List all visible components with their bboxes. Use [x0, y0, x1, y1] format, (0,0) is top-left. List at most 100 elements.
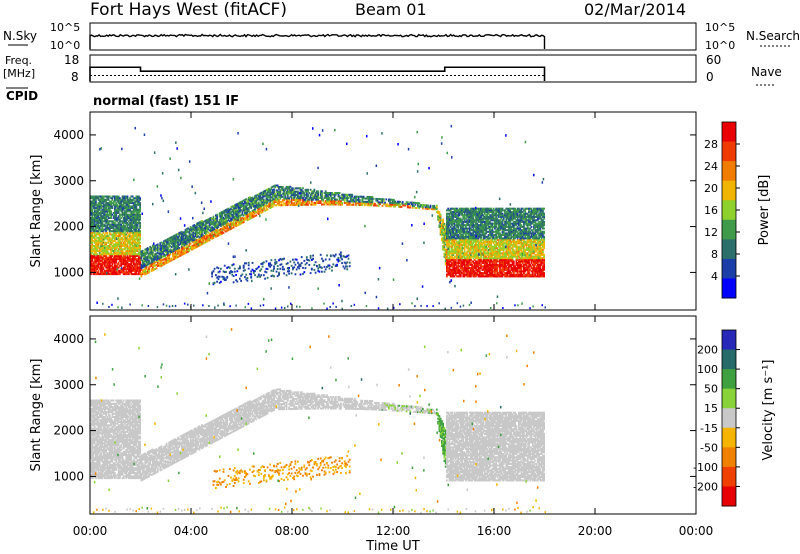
power-cell: [454, 247, 457, 250]
power-cell: [462, 220, 465, 223]
power-cell: [95, 215, 97, 218]
power-cell: [120, 200, 123, 203]
power-cell: [125, 261, 128, 264]
power-cell: [260, 191, 263, 194]
power-cell: [242, 209, 245, 212]
power-cell: [212, 219, 215, 221]
power-cell: [281, 192, 284, 195]
power-cell: [193, 243, 196, 246]
power-cell: [151, 261, 154, 264]
power-cell: [444, 256, 447, 259]
power-cell: [165, 243, 168, 246]
power-cell: [305, 197, 308, 200]
power-cell: [456, 222, 458, 225]
power-cell: [164, 244, 167, 247]
power-cell: [124, 248, 126, 251]
power-cell: [158, 262, 160, 265]
power-cell: [331, 196, 333, 199]
power-cell: [114, 210, 116, 213]
power-cell: [462, 224, 465, 227]
power-cell: [459, 250, 462, 253]
power-cell: [231, 213, 234, 216]
power-cell: [120, 261, 123, 264]
power-cell: [231, 217, 234, 220]
power-cell: [91, 231, 94, 234]
power-cell: [95, 268, 97, 271]
power-cell: [194, 244, 197, 247]
power-cell: [139, 264, 141, 267]
power-cell: [240, 220, 242, 223]
power-cell: [443, 241, 446, 243]
power-cell: [459, 260, 462, 263]
power-cell: [138, 210, 140, 213]
power-cell: [372, 202, 375, 205]
power-cell: [449, 220, 452, 223]
power-cell: [447, 224, 450, 227]
power-cell: [107, 235, 110, 238]
power-cell: [454, 268, 457, 271]
power-cell: [173, 249, 176, 252]
power-cell: [143, 262, 145, 265]
power-cell: [365, 197, 367, 200]
power-cell: [98, 263, 101, 266]
power-cell: [462, 260, 465, 263]
power-cell: [155, 244, 158, 247]
power-cell: [244, 217, 246, 220]
power-cell: [461, 262, 463, 265]
power-cell: [348, 193, 351, 196]
power-cell: [463, 253, 466, 256]
power-cell: [321, 195, 323, 198]
power-cell: [222, 218, 225, 221]
power-cell: [269, 195, 272, 198]
power-cell: [124, 233, 126, 236]
power-cell: [197, 232, 200, 234]
power-cell: [331, 192, 333, 194]
power-cell: [316, 195, 318, 198]
power-cell: [457, 240, 460, 243]
power-cell: [265, 205, 268, 208]
power-cell: [442, 225, 444, 228]
power-cell: [228, 220, 231, 223]
power-cell: [90, 264, 92, 267]
power-cell: [463, 248, 466, 251]
power-cell: [111, 246, 114, 249]
power-cell: [264, 189, 266, 192]
power-cell: [256, 197, 259, 200]
power-cell: [92, 198, 95, 201]
power-cell: [299, 187, 302, 190]
power-cell: [131, 241, 134, 244]
power-cell: [114, 238, 116, 241]
power-cell: [381, 198, 384, 201]
power-cell: [447, 209, 450, 212]
power-cell: [447, 262, 450, 265]
power-cell: [451, 272, 453, 275]
power-cell: [90, 245, 92, 247]
power-cell: [101, 241, 104, 244]
power-cell: [136, 226, 139, 229]
power-cell: [208, 229, 211, 232]
power-cell: [209, 228, 212, 231]
power-cell: [117, 254, 120, 257]
power-cell: [461, 212, 463, 215]
power-cell: [95, 212, 97, 214]
power-cell: [338, 197, 341, 199]
power-cell: [202, 229, 205, 232]
power-cell: [441, 219, 443, 222]
power-cell: [101, 258, 104, 261]
power-cell: [136, 235, 139, 238]
power-cell: [459, 248, 462, 251]
power-cell: [273, 200, 275, 202]
power-cell: [255, 194, 258, 197]
power-cell: [446, 239, 448, 242]
power-cell: [286, 189, 289, 192]
power-cell: [357, 200, 360, 203]
power-cell: [140, 250, 143, 253]
power-cell: [105, 198, 107, 201]
power-cell: [292, 194, 294, 196]
power-cell: [107, 258, 110, 261]
power-cell: [117, 195, 120, 198]
power-cell: [191, 248, 193, 251]
power-cell: [126, 258, 129, 261]
power-cell: [313, 195, 316, 198]
power-cell: [204, 226, 207, 229]
